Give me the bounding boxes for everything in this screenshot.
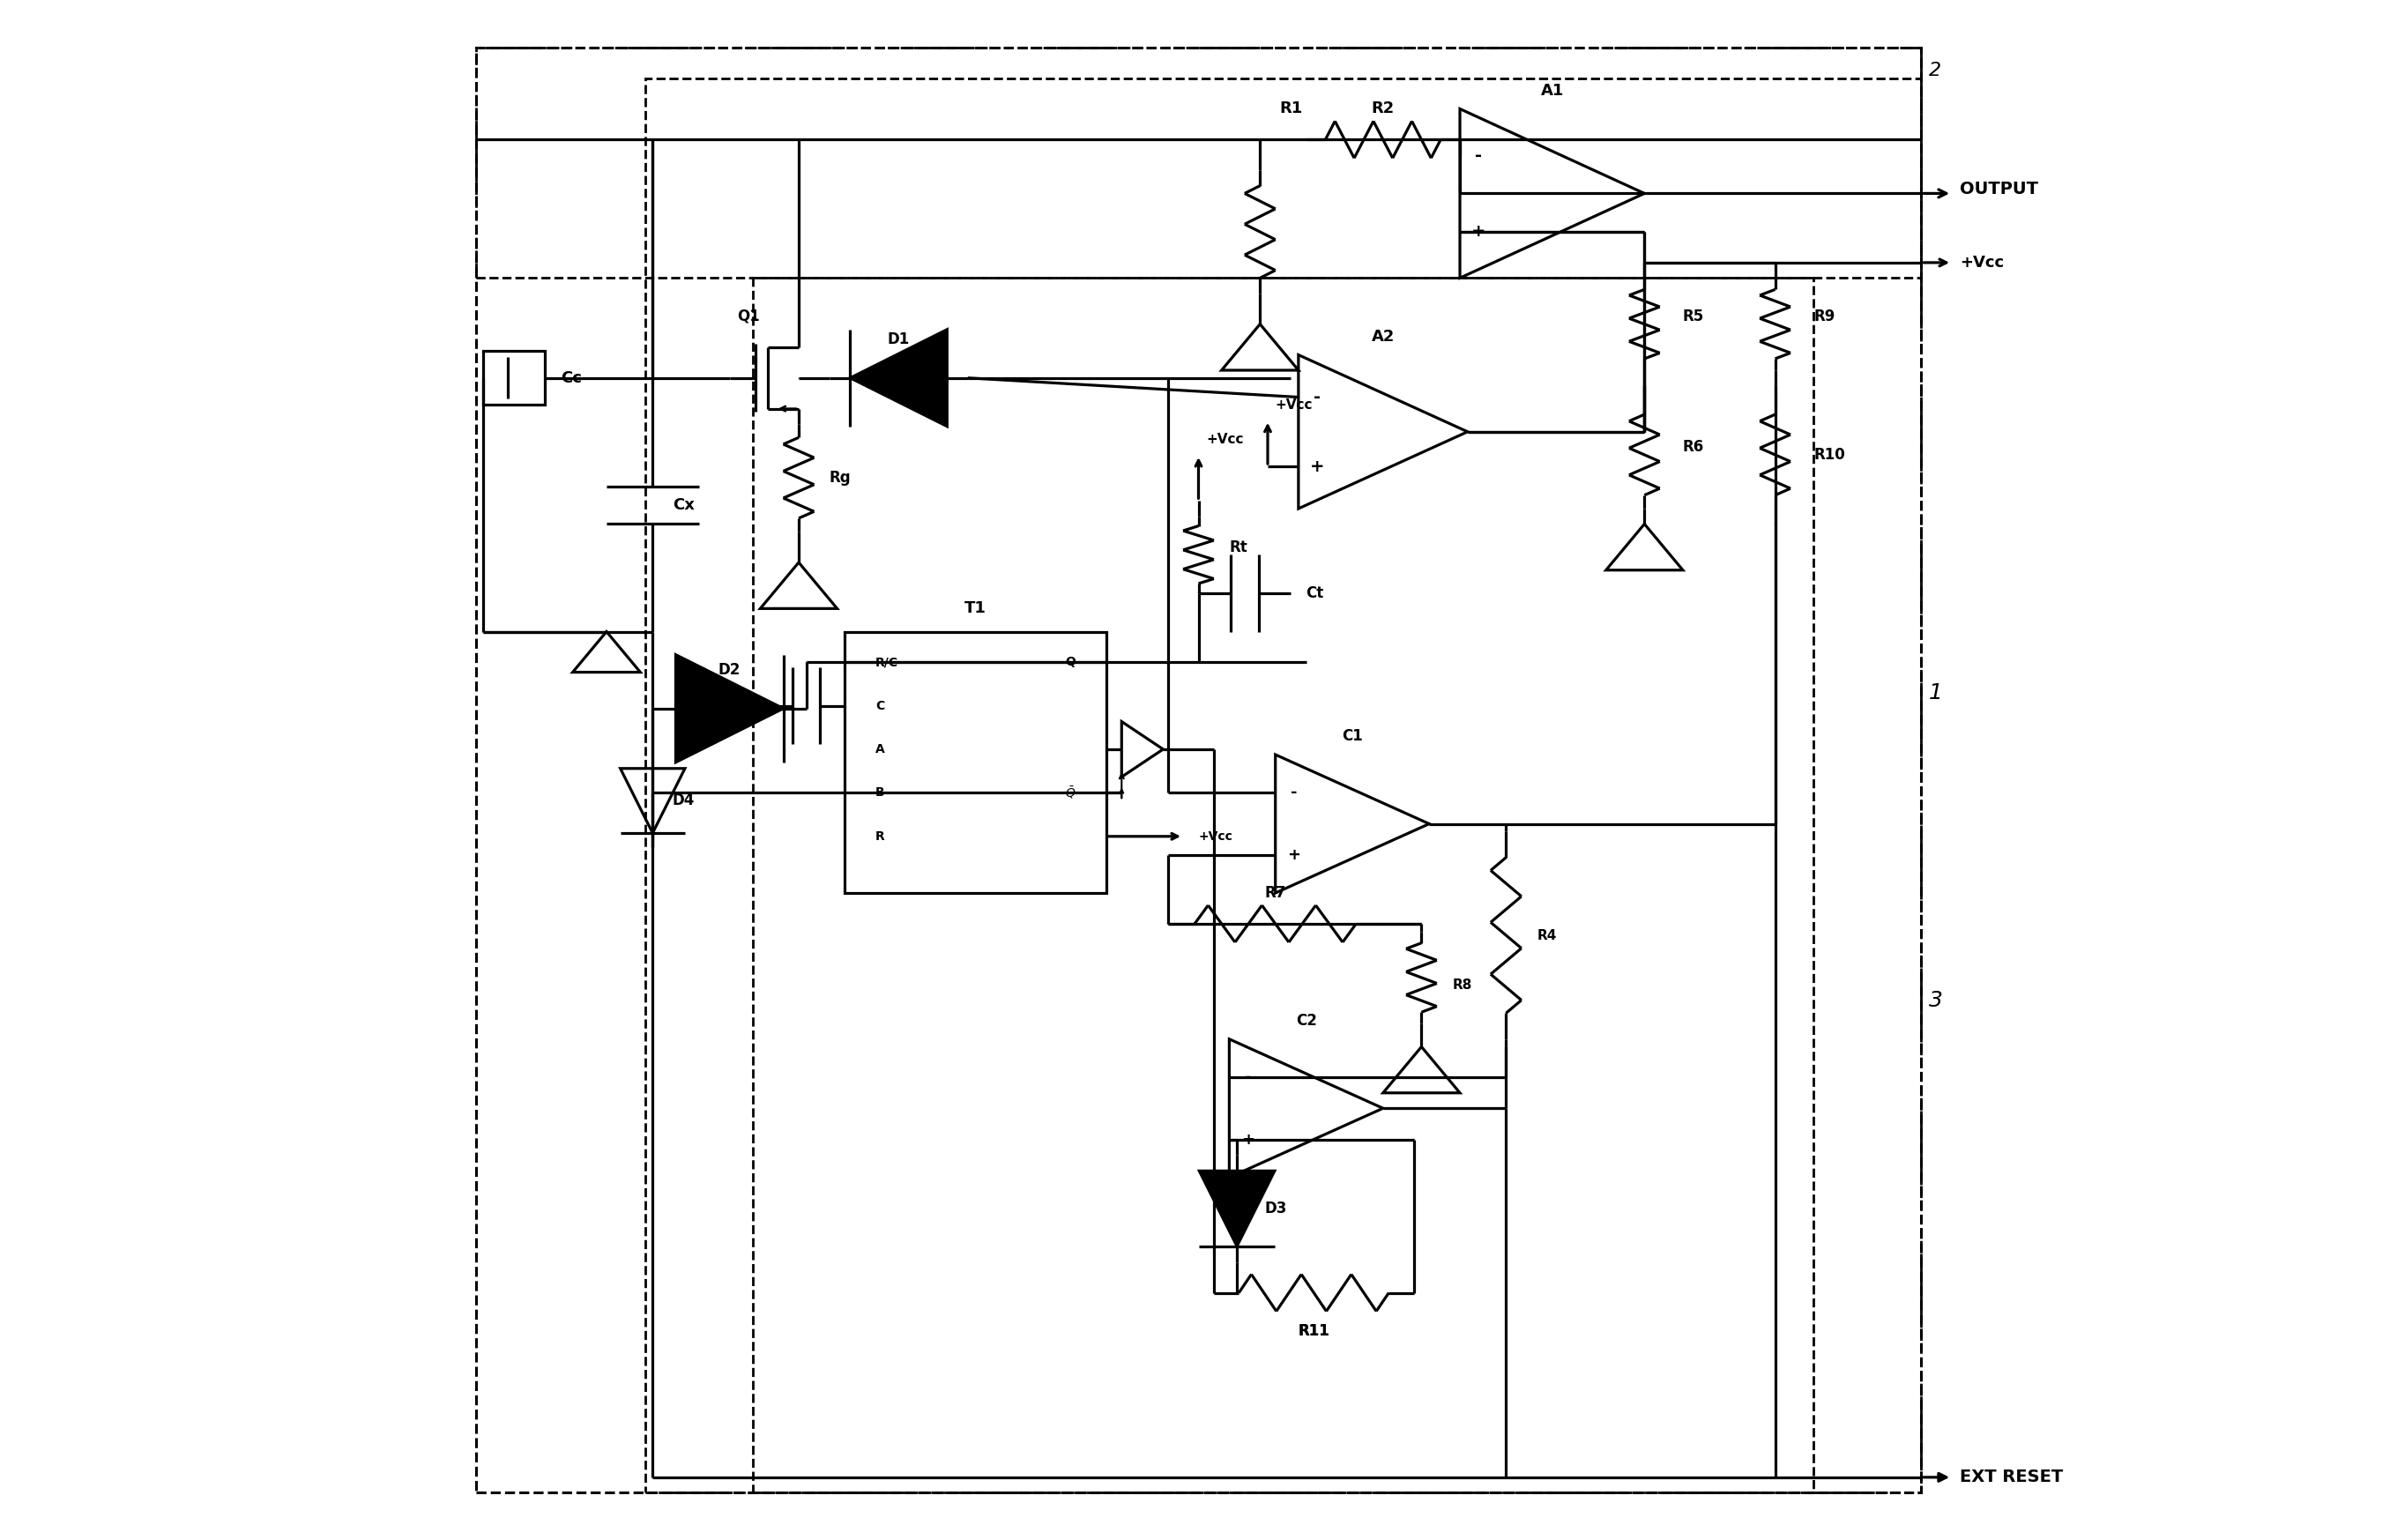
Text: R4: R4 xyxy=(1536,929,1556,942)
Text: C: C xyxy=(875,699,884,711)
Polygon shape xyxy=(1198,1170,1275,1246)
Text: 2: 2 xyxy=(1930,62,1942,79)
Text: R7: R7 xyxy=(1266,886,1287,901)
Text: +Vcc: +Vcc xyxy=(1961,254,2004,271)
Text: A: A xyxy=(875,744,884,756)
Text: R2: R2 xyxy=(1371,102,1395,117)
Text: C2: C2 xyxy=(1297,1013,1316,1029)
Text: R6: R6 xyxy=(1683,439,1704,454)
Text: D2: D2 xyxy=(719,662,741,678)
Text: R5: R5 xyxy=(1683,308,1704,325)
Text: Rg: Rg xyxy=(829,470,851,485)
Text: -: - xyxy=(1244,1069,1251,1086)
Text: Q: Q xyxy=(1064,656,1076,668)
Bar xyxy=(753,279,1815,1492)
Text: -: - xyxy=(1314,388,1321,405)
Text: Cx: Cx xyxy=(674,497,695,513)
Text: R10: R10 xyxy=(1815,447,1846,462)
Text: -: - xyxy=(1474,146,1481,163)
Text: D3: D3 xyxy=(1263,1201,1287,1217)
Bar xyxy=(475,48,1922,279)
Text: R9: R9 xyxy=(1815,308,1836,325)
Text: T1: T1 xyxy=(964,601,988,616)
Text: Cc: Cc xyxy=(561,370,582,387)
Text: Ct: Ct xyxy=(1306,585,1323,601)
Text: R11: R11 xyxy=(1299,1323,1330,1340)
Text: +: + xyxy=(1309,457,1323,474)
Text: Rt: Rt xyxy=(1230,539,1246,554)
Text: D1: D1 xyxy=(887,331,911,348)
Text: C1: C1 xyxy=(1342,728,1364,744)
Text: A1: A1 xyxy=(1541,83,1563,99)
Text: $\bar{Q}$: $\bar{Q}$ xyxy=(1064,785,1076,801)
Text: Q1: Q1 xyxy=(738,308,760,325)
Text: +Vcc: +Vcc xyxy=(1275,399,1314,411)
Bar xyxy=(645,79,1922,1492)
Text: -: - xyxy=(1290,785,1297,801)
Text: R8: R8 xyxy=(1453,978,1472,992)
Text: 3: 3 xyxy=(1930,990,1944,1012)
Text: R/C: R/C xyxy=(875,656,899,668)
Polygon shape xyxy=(851,330,947,427)
Text: OUTPUT: OUTPUT xyxy=(1961,180,2037,197)
Text: +Vcc: +Vcc xyxy=(1206,433,1244,447)
Text: +Vcc: +Vcc xyxy=(1198,830,1232,842)
Text: R1: R1 xyxy=(1280,102,1302,117)
Text: +: + xyxy=(1472,223,1486,240)
Text: D4: D4 xyxy=(671,793,695,809)
Text: 1: 1 xyxy=(1930,682,1944,704)
Polygon shape xyxy=(676,655,784,762)
Text: EXT RESET: EXT RESET xyxy=(1961,1469,2064,1486)
Text: +: + xyxy=(1287,847,1302,862)
Text: +: + xyxy=(1242,1132,1254,1147)
Text: A2: A2 xyxy=(1371,328,1395,345)
Text: R11: R11 xyxy=(1299,1323,1330,1340)
Text: R: R xyxy=(875,830,884,842)
Bar xyxy=(844,631,1107,893)
Text: B: B xyxy=(875,787,884,799)
Bar xyxy=(484,351,544,405)
